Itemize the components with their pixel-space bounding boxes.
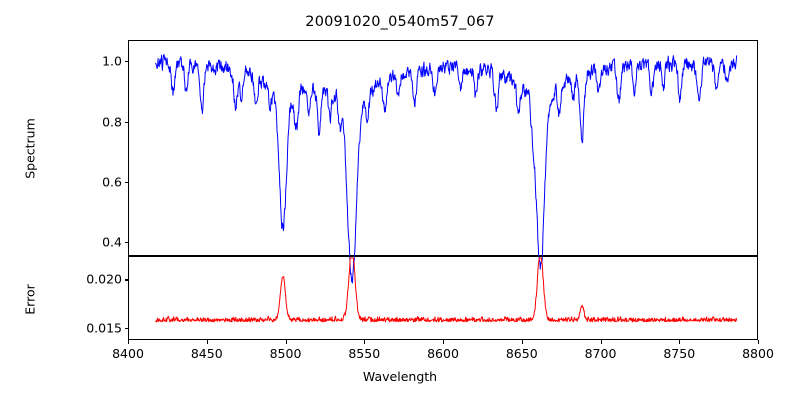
x-tick-mark	[443, 340, 445, 344]
error-axes	[128, 256, 758, 340]
spectrum-y-tick-label: 0.6	[102, 174, 122, 190]
x-tick-label: 8450	[190, 346, 223, 361]
error-y-tick-mark	[124, 279, 128, 281]
x-tick-mark	[285, 340, 287, 344]
x-tick-label: 8700	[584, 346, 617, 361]
spectrum-y-tick-label: 0.4	[102, 234, 122, 250]
spectrum-y-tick-mark	[124, 181, 128, 184]
spectrum-y-tick-mark	[124, 121, 128, 123]
y-axis-label-error: Error	[22, 284, 38, 315]
x-tick-label: 8750	[663, 346, 696, 361]
spectrum-y-tick-label: 0.8	[102, 114, 122, 130]
x-tick-mark	[206, 340, 208, 344]
x-tick-label: 8650	[505, 346, 538, 361]
x-tick-mark	[758, 340, 760, 344]
x-tick-mark	[600, 340, 602, 344]
spectrum-y-tick-mark	[124, 61, 128, 63]
error-y-tick-mark	[124, 328, 128, 330]
x-tick-mark	[679, 340, 681, 344]
x-axis-label: Wavelength	[362, 369, 438, 384]
x-tick-label: 8500	[269, 346, 302, 361]
error-y-tick-label: 0.020	[86, 271, 122, 287]
x-tick-label: 8550	[348, 346, 381, 361]
y-axis-label-spectrum: Spectrum	[22, 118, 38, 179]
error-data-line	[155, 257, 738, 323]
x-tick-mark	[128, 340, 130, 344]
x-tick-label: 8800	[742, 346, 774, 361]
page-title: 20091020_0540m57_067	[305, 14, 495, 30]
error-y-tick-label: 0.015	[86, 320, 122, 336]
spectrum-data-line	[155, 53, 738, 284]
spectrum-y-tick-label: 1.0	[102, 53, 122, 69]
spectrum-plot-area	[155, 53, 738, 284]
x-tick-mark	[521, 340, 523, 344]
x-tick-label: 8400	[112, 346, 144, 361]
x-tick-mark	[364, 340, 366, 344]
x-tick-label: 8600	[427, 346, 459, 361]
spectrum-y-tick-mark	[124, 242, 128, 244]
error-plot-area	[155, 257, 738, 323]
spectrum-axes	[128, 40, 758, 284]
